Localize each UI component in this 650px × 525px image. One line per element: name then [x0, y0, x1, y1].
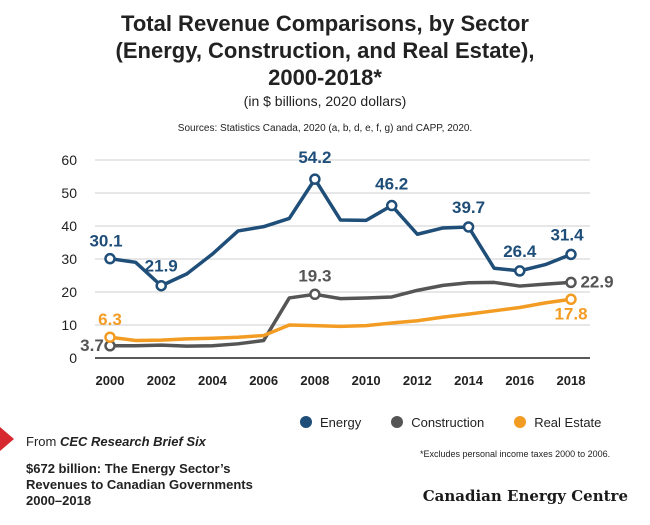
y-tick-label-50: 50 — [61, 185, 77, 201]
data-point-energy-2011 — [385, 199, 398, 212]
series-line-construction — [108, 280, 573, 348]
brief-title-line-1: $672 billion: The Energy Sector’s — [26, 461, 231, 476]
chart-subtitle: (in $ billions, 2020 dollars) — [243, 93, 407, 109]
data-label-energy-2011: 46.2 — [375, 175, 408, 194]
data-label-real-estate-2000: 6.3 — [98, 310, 122, 329]
x-tick-label-2014: 2014 — [454, 373, 484, 388]
data-label-construction-2018: 22.9 — [580, 272, 613, 291]
legend-swatch-energy — [300, 416, 312, 428]
series-line-real-estate — [108, 297, 573, 343]
data-point-construction-2018 — [565, 276, 577, 289]
data-point-construction-2008 — [309, 288, 321, 301]
from-source: From CEC Research Brief Six — [26, 434, 206, 449]
from-prefix: From — [26, 434, 60, 449]
brief-title: $672 billion: The Energy Sector’s Revenu… — [26, 461, 326, 509]
data-point-energy-2018 — [565, 248, 577, 261]
legend-label-real-estate: Real Estate — [534, 414, 602, 430]
x-tick-label-2002: 2002 — [147, 373, 176, 388]
data-point-energy-2002 — [155, 279, 167, 292]
chart-legend: Energy Construction Real Estate — [300, 412, 645, 432]
series-line-energy — [108, 177, 573, 288]
from-source-title: CEC Research Brief Six — [59, 434, 206, 449]
legend-swatch-real-estate — [514, 416, 527, 428]
legend-item-construction: Construction — [391, 415, 484, 430]
line-chart: 0 10 20 30 40 50 60 2000 2002 2004 2006 2008 2010 201… — [61, 148, 613, 388]
y-tick-label-0: 0 — [69, 350, 77, 366]
data-point-energy-2008 — [309, 173, 321, 185]
chart-sources: Sources: Statistics Canada, 2020 (a, b, … — [177, 123, 473, 134]
data-point-energy-2000 — [104, 252, 116, 265]
chart-title-line-1: Total Revenue Comparisons, by Sector — [121, 11, 529, 36]
legend-label-energy: Energy — [320, 414, 362, 430]
y-tick-label-30: 30 — [61, 251, 77, 267]
y-tick-label-40: 40 — [61, 218, 77, 234]
data-point-real-estate-2000 — [104, 331, 116, 343]
data-label-energy-2016: 26.4 — [503, 242, 537, 261]
data-label-energy-2018: 31.4 — [550, 225, 584, 244]
brief-title-line-2: Revenues to Canadian Governments — [26, 477, 253, 492]
x-tick-label-2008: 2008 — [300, 373, 329, 388]
legend-swatch-construction — [391, 416, 404, 428]
footnote: *Excludes personal income taxes 2000 to … — [420, 449, 611, 459]
legend-label-construction: Construction — [411, 414, 485, 430]
data-label-energy-2014: 39.7 — [452, 198, 485, 217]
data-label-energy-2002: 21.9 — [145, 257, 178, 276]
x-tick-label-2018: 2018 — [557, 373, 586, 388]
x-tick-label-2006: 2006 — [249, 373, 278, 388]
x-tick-label-2016: 2016 — [505, 373, 534, 388]
data-label-energy-2008: 54.2 — [298, 148, 331, 167]
chart-title-line-3: 2000-2018* — [268, 65, 382, 90]
y-tick-label-60: 60 — [61, 152, 77, 168]
x-tick-label-2004: 2004 — [198, 373, 228, 388]
data-label-real-estate-2018: 17.8 — [554, 304, 587, 323]
brief-title-line-3: 2000–2018 — [26, 493, 92, 508]
data-point-energy-2014 — [462, 221, 475, 233]
y-tick-label-10: 10 — [61, 317, 77, 333]
chart-title-line-2: (Energy, Construction, and Real Estate), — [115, 38, 535, 63]
chart-title: Total Revenue Comparisons, by Sector (En… — [0, 10, 650, 91]
brand-logo: Canadian Energy Centre — [422, 487, 628, 505]
data-label-construction-2000: 3.7 — [80, 336, 104, 355]
data-label-construction-2008: 19.3 — [298, 266, 331, 285]
legend-item-energy: Energy — [300, 415, 361, 430]
x-tick-label-2010: 2010 — [352, 373, 381, 388]
data-point-real-estate-2018 — [565, 293, 577, 306]
x-tick-label-2000: 2000 — [96, 373, 125, 388]
red-triangle-icon — [0, 427, 14, 451]
data-label-energy-2000: 30.1 — [89, 232, 122, 251]
data-point-energy-2016 — [514, 265, 526, 277]
x-tick-label-2012: 2012 — [403, 373, 432, 388]
y-tick-label-20: 20 — [61, 284, 77, 300]
legend-item-real-estate: Real Estate — [514, 415, 601, 430]
